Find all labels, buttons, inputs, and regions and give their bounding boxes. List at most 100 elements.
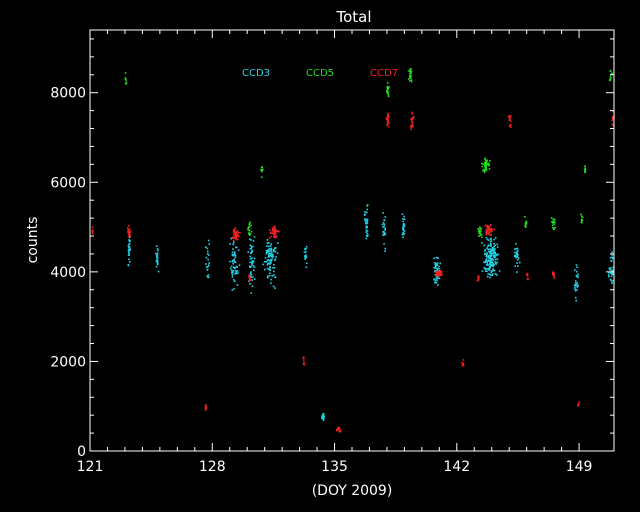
data-point — [236, 246, 238, 249]
data-point — [439, 262, 441, 265]
data-point — [274, 236, 277, 238]
data-point — [552, 274, 554, 277]
data-point — [364, 213, 366, 215]
data-point — [581, 221, 583, 224]
data-point — [231, 260, 234, 263]
data-point — [493, 252, 496, 254]
data-point — [576, 284, 579, 286]
data-point — [366, 208, 369, 211]
data-point — [552, 271, 554, 273]
data-point — [274, 227, 277, 230]
data-point — [207, 265, 209, 268]
data-point — [236, 270, 239, 272]
data-point — [249, 272, 252, 275]
data-point — [403, 218, 406, 220]
data-point — [270, 243, 273, 245]
plot-points — [91, 67, 616, 433]
data-point — [235, 238, 237, 241]
data-point — [128, 235, 131, 238]
data-point — [477, 228, 479, 230]
data-point — [250, 271, 252, 273]
data-point — [496, 261, 498, 264]
data-point — [413, 116, 415, 118]
data-point — [514, 248, 516, 250]
data-point — [402, 224, 405, 226]
data-point — [383, 219, 385, 222]
data-point — [490, 257, 493, 260]
data-point — [156, 263, 159, 266]
data-point — [436, 262, 439, 264]
data-point — [553, 275, 556, 278]
data-point — [268, 250, 270, 252]
data-point — [268, 262, 270, 264]
data-point — [386, 85, 389, 88]
data-point — [229, 260, 231, 263]
data-point — [266, 245, 268, 247]
data-point — [251, 279, 253, 281]
data-point — [248, 233, 250, 235]
data-point — [489, 245, 492, 247]
data-point — [251, 264, 253, 266]
data-point — [305, 262, 308, 265]
data-point — [483, 261, 485, 264]
data-point — [507, 116, 510, 118]
data-point — [525, 274, 528, 276]
data-point — [337, 427, 340, 430]
data-point — [575, 274, 578, 277]
data-point — [489, 248, 492, 251]
data-point — [611, 256, 613, 259]
data-point — [576, 282, 578, 284]
data-point — [235, 233, 237, 235]
data-point — [438, 265, 440, 268]
data-point — [584, 171, 587, 174]
data-point — [274, 233, 277, 235]
axis-ticks: 121 128 135 142 149 0 2000 4000 6000 8000 — [50, 30, 614, 475]
data-point — [388, 122, 390, 124]
data-point — [495, 263, 498, 265]
data-point — [434, 271, 437, 273]
data-point — [581, 216, 584, 218]
data-point — [233, 251, 236, 254]
data-point — [550, 217, 553, 219]
data-point — [497, 253, 499, 256]
data-point — [439, 273, 442, 276]
data-point — [517, 257, 520, 259]
data-point — [492, 268, 494, 270]
data-point — [273, 270, 275, 273]
data-point — [233, 228, 236, 231]
data-point — [269, 232, 272, 234]
data-point — [384, 233, 386, 235]
data-point — [574, 290, 577, 292]
data-point — [409, 72, 411, 75]
data-point — [435, 282, 438, 284]
data-point — [303, 363, 306, 366]
data-point — [481, 236, 483, 239]
data-point — [496, 254, 498, 256]
data-point — [336, 428, 338, 431]
data-point — [610, 272, 612, 275]
data-point — [253, 266, 256, 269]
data-point — [402, 229, 405, 232]
data-point — [410, 126, 412, 129]
data-point — [304, 255, 306, 257]
data-point — [260, 166, 263, 168]
data-point — [271, 229, 274, 232]
data-point — [156, 259, 159, 261]
data-point — [484, 250, 486, 252]
data-point — [338, 426, 341, 429]
data-point — [403, 233, 406, 235]
data-point — [234, 227, 237, 229]
data-point — [387, 91, 389, 94]
data-point — [516, 262, 518, 264]
data-point — [367, 234, 369, 236]
data-point — [480, 227, 482, 230]
data-point — [611, 272, 614, 274]
data-point — [232, 248, 234, 250]
data-point — [265, 253, 268, 255]
data-point — [611, 116, 614, 118]
data-point — [157, 270, 160, 273]
data-point — [128, 239, 130, 241]
data-point — [516, 247, 519, 250]
data-point — [483, 170, 486, 172]
data-point — [304, 258, 306, 260]
